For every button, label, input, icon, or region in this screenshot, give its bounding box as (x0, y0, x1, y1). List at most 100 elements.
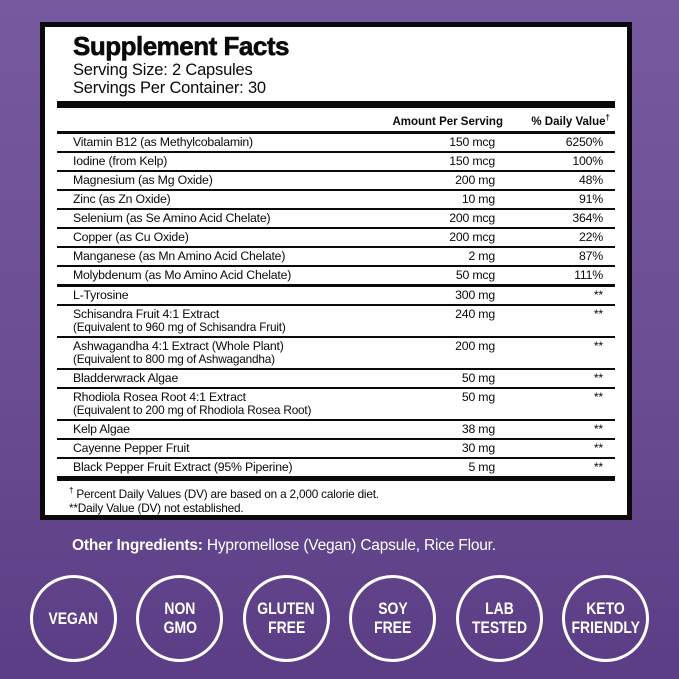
ingredient-daily-value: ** (593, 287, 603, 302)
ingredient-daily-value: 48% (578, 172, 603, 187)
ingredient-amount: 50 mcg (455, 267, 495, 282)
badge-text: KETO (586, 599, 625, 618)
ingredient-amount: 240 mg (455, 306, 495, 321)
footnote-line: † Percent Daily Values (DV) are based on… (69, 485, 379, 501)
fact-row: Kelp Algae 38 mg ** (57, 421, 615, 440)
ingredient-amount: 200 mg (455, 338, 495, 353)
fact-row: Cayenne Pepper Fruit 30 mg ** (57, 440, 615, 459)
badge-text: FRIENDLY (571, 618, 640, 637)
serving-size: Serving Size: 2 Capsules (73, 61, 253, 79)
column-header-daily-value: % Daily Value† (531, 113, 610, 128)
ingredient-amount: 38 mg (461, 421, 495, 436)
ingredient-amount: 200 mcg (449, 229, 495, 244)
ingredient-name: Ashwagandha 4:1 Extract (Whole Plant) (Eq… (73, 339, 395, 367)
fact-row: Zinc (as Zn Oxide) 10 mg 91% (57, 191, 615, 210)
ingredient-name: Manganese (as Mn Amino Acid Chelate) (73, 248, 286, 263)
ingredient-name: Iodine (from Kelp) (73, 153, 168, 168)
other-ingredients-label: Other Ingredients: (72, 537, 203, 554)
ingredient-daily-value: ** (593, 421, 603, 436)
fact-row: Ashwagandha 4:1 Extract (Whole Plant) (Eq… (57, 338, 615, 370)
badge-text: LAB (484, 599, 514, 618)
ingredient-daily-value: 6250% (565, 134, 603, 149)
ingredient-equivalent: (Equivalent to 200 mg of Rhodiola Rosea … (73, 403, 312, 418)
ingredient-name: Molybdenum (as Mo Amino Acid Chelate) (73, 267, 292, 282)
ingredient-daily-value: ** (593, 306, 603, 321)
badge-keto-friendly: KETO FRIENDLY (561, 574, 649, 662)
fact-row: Selenium (as Se Amino Acid Chelate) 200 m… (57, 210, 615, 229)
badge-text: VEGAN (48, 608, 99, 628)
fact-row: Bladderwrack Algae 50 mg ** (57, 370, 615, 389)
ingredient-daily-value: ** (593, 459, 603, 474)
ingredient-amount: 50 mg (461, 389, 495, 404)
ingredient-amount: 2 mg (468, 248, 495, 263)
facts-rows: Vitamin B12 (as Methylcobalamin) 150 mcg 6… (57, 134, 615, 476)
badge-text: GMO (163, 618, 197, 637)
fact-row: Copper (as Cu Oxide) 200 mcg 22% (57, 229, 615, 248)
footnote-divider-bar (57, 475, 615, 481)
ingredient-name: Cayenne Pepper Fruit (73, 440, 190, 455)
ingredient-name: Schisandra Fruit 4:1 Extract (Equivalent … (73, 307, 395, 335)
footnote-line: **Daily Value (DV) not established. (69, 500, 244, 515)
ingredient-daily-value: 111% (574, 267, 603, 282)
column-headers: Amount Per Serving % Daily Value† (57, 108, 615, 134)
ingredient-amount: 5 mg (468, 459, 495, 474)
fact-row: L-Tyrosine 300 mg ** (57, 287, 615, 306)
footnotes: † Percent Daily Values (DV) are based on… (57, 481, 615, 515)
badge-row: VEGAN NON GMO GLUTEN FREE SOY FREE LAB TESTED KET… (30, 573, 649, 663)
badge-lab-tested: LAB TESTED (455, 574, 543, 662)
header-divider-bar (57, 101, 615, 108)
ingredient-daily-value: ** (593, 370, 603, 385)
badge-text: TESTED (471, 618, 527, 637)
fact-row: Magnesium (as Mg Oxide) 200 mg 48% (57, 172, 615, 191)
fact-row: Schisandra Fruit 4:1 Extract (Equivalent … (57, 306, 615, 338)
ingredient-daily-value: ** (593, 389, 603, 404)
fact-row: Vitamin B12 (as Methylcobalamin) 150 mcg 6… (57, 134, 615, 153)
supplement-facts-panel: Supplement Facts Serving Size: 2 Capsule… (40, 22, 632, 520)
ingredient-name: L-Tyrosine (73, 287, 129, 302)
other-ingredients: Other Ingredients: Hypromellose (Vegan) … (72, 537, 639, 555)
badge-non-gmo: NON GMO (136, 574, 224, 662)
fact-row: Manganese (as Mn Amino Acid Chelate) 2 mg… (57, 248, 615, 267)
ingredient-daily-value: 87% (578, 248, 603, 263)
badge-soy-free: SOY FREE (349, 574, 437, 662)
ingredient-name: Kelp Algae (73, 421, 130, 436)
ingredient-amount: 10 mg (461, 191, 495, 206)
dagger-mark: † (605, 113, 610, 122)
ingredient-amount: 200 mcg (449, 210, 495, 225)
badge-text: NON (164, 599, 196, 618)
badge-text: FREE (374, 618, 412, 637)
ingredient-daily-value: 100% (572, 153, 603, 168)
ingredient-amount: 150 mcg (449, 153, 495, 168)
ingredient-daily-value: 364% (572, 210, 603, 225)
ingredient-name: Bladderwrack Algae (73, 370, 179, 385)
ingredient-daily-value: ** (593, 338, 603, 353)
ingredient-name: Copper (as Cu Oxide) (73, 229, 189, 244)
ingredient-name: Black Pepper Fruit Extract (95% Piperine… (73, 459, 293, 474)
ingredient-equivalent: (Equivalent to 800 mg of Ashwagandha) (73, 352, 275, 367)
column-header-amount: Amount Per Serving (392, 115, 503, 128)
ingredient-name: Magnesium (as Mg Oxide) (73, 172, 213, 187)
fact-row: Black Pepper Fruit Extract (95% Piperine… (57, 459, 615, 476)
ingredient-amount: 150 mcg (449, 134, 495, 149)
fact-row: Molybdenum (as Mo Amino Acid Chelate) 50 … (57, 267, 615, 287)
ingredient-equivalent: (Equivalent to 960 mg of Schisandra Frui… (73, 320, 286, 335)
fact-row: Rhodiola Rosea Root 4:1 Extract (Equivale… (57, 389, 615, 421)
ingredient-amount: 50 mg (461, 370, 495, 385)
badge-vegan: VEGAN (30, 574, 117, 662)
ingredient-amount: 300 mg (455, 287, 495, 302)
other-ingredients-text: Hypromellose (Vegan) Capsule, Rice Flour… (202, 537, 496, 554)
ingredient-daily-value: 22% (578, 229, 603, 244)
ingredient-amount: 200 mg (455, 172, 495, 187)
ingredient-name: Zinc (as Zn Oxide) (73, 191, 171, 206)
dagger-mark: † (69, 485, 74, 495)
ingredient-name: Selenium (as Se Amino Acid Chelate) (73, 210, 271, 225)
fact-row: Iodine (from Kelp) 150 mcg 100% (57, 153, 615, 172)
ingredient-daily-value: 91% (578, 191, 603, 206)
ingredient-amount: 30 mg (461, 440, 495, 455)
badge-gluten-free: GLUTEN FREE (242, 574, 330, 662)
supplement-facts-title: Supplement Facts (73, 31, 290, 61)
ingredient-name: Vitamin B12 (as Methylcobalamin) (73, 134, 253, 149)
servings-per-container: Servings Per Container: 30 (73, 79, 266, 97)
badge-text: FREE (267, 618, 305, 637)
